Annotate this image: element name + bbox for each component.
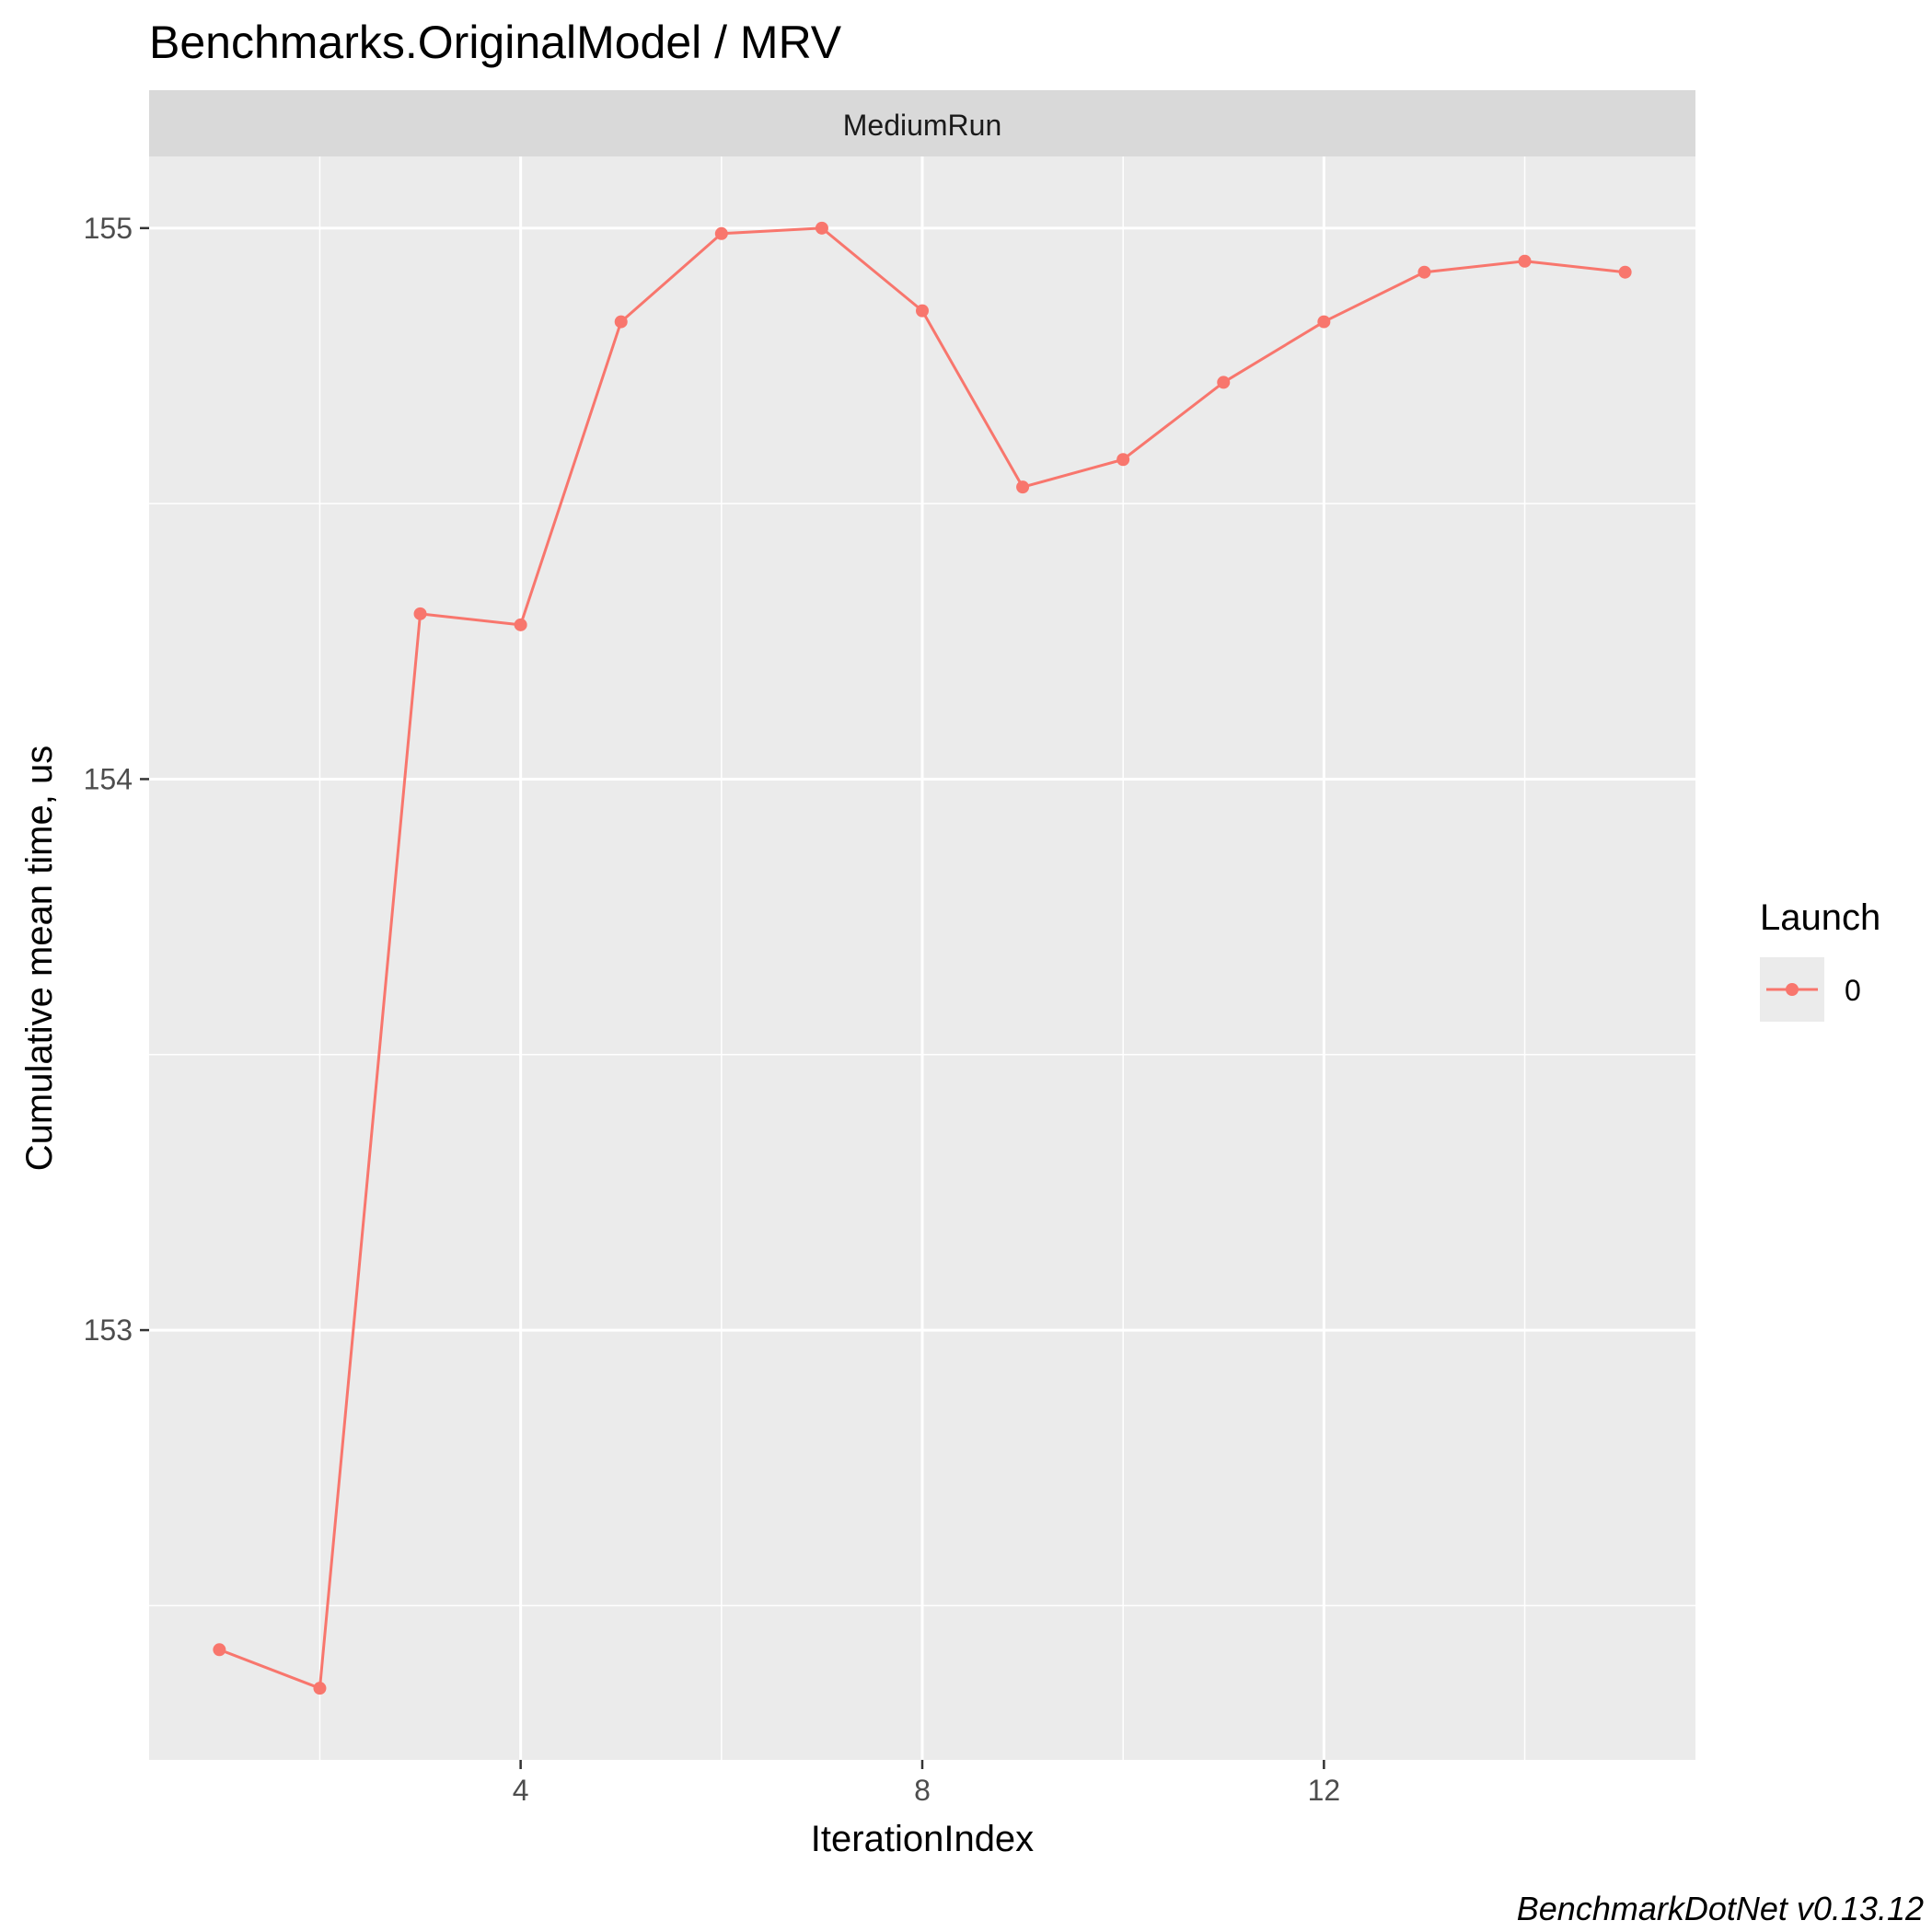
- x-axis: 4 8 12: [513, 1760, 1340, 1807]
- data-point: [1217, 376, 1231, 389]
- y-tick-label: 154: [84, 762, 133, 795]
- data-point: [313, 1682, 327, 1695]
- data-point: [1417, 265, 1431, 279]
- caption: BenchmarkDotNet v0.13.12: [1517, 1890, 1924, 1927]
- legend-label-0: 0: [1845, 974, 1861, 1007]
- y-axis-title: Cumulative mean time, us: [19, 746, 60, 1171]
- y-tick-label: 153: [84, 1313, 133, 1347]
- data-point: [1116, 453, 1130, 467]
- legend: Launch 0: [1760, 897, 1880, 1022]
- legend-title: Launch: [1760, 897, 1880, 938]
- data-point: [1317, 315, 1331, 329]
- data-point: [714, 226, 728, 240]
- facet-strip: [149, 90, 1695, 156]
- x-tick-label: 12: [1308, 1774, 1341, 1807]
- data-point: [514, 618, 527, 631]
- data-point: [815, 221, 828, 235]
- data-point: [413, 607, 427, 620]
- data-point: [213, 1643, 226, 1657]
- data-point: [614, 315, 628, 329]
- y-axis: 153 154 155: [84, 212, 149, 1347]
- major-gridlines: [149, 156, 1695, 1760]
- y-tick-label: 155: [84, 212, 133, 245]
- data-point: [1518, 254, 1532, 268]
- x-axis-title: IterationIndex: [811, 1819, 1034, 1859]
- x-tick-label: 8: [914, 1774, 931, 1807]
- chart-title: Benchmarks.OriginalModel / MRV: [149, 17, 842, 68]
- x-tick-label: 4: [513, 1774, 529, 1807]
- facet-label: MediumRun: [843, 109, 1002, 142]
- series-layer: [213, 221, 1632, 1695]
- data-point: [1618, 265, 1632, 279]
- legend-key-point: [1786, 983, 1799, 996]
- data-point: [916, 304, 929, 318]
- data-point: [1016, 480, 1030, 494]
